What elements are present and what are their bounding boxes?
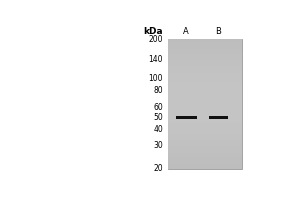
Bar [168,91,242,93]
Bar [168,51,242,52]
Bar [168,125,242,127]
Bar [168,69,242,70]
Bar [168,154,242,156]
Bar [168,135,242,136]
Bar [168,57,242,59]
Text: 80: 80 [153,86,163,95]
Bar [168,52,242,54]
Text: 100: 100 [148,74,163,83]
Bar [168,88,242,90]
Text: 40: 40 [153,125,163,134]
Bar [168,43,242,44]
Bar [168,109,242,111]
Bar [176,116,197,119]
Bar [168,127,242,128]
Text: A: A [183,27,189,36]
Bar [168,90,242,91]
Bar [168,75,242,77]
Bar [168,141,242,143]
Bar [168,106,242,107]
Bar [168,157,242,159]
Bar [168,47,242,49]
Bar [168,59,242,60]
Bar [168,132,242,133]
Bar [168,111,242,112]
Bar [168,149,242,151]
Bar [168,156,242,157]
Bar [168,83,242,85]
Bar [168,162,242,164]
Bar [168,70,242,72]
Text: 30: 30 [153,141,163,150]
Bar [168,49,242,51]
Text: B: B [215,27,221,36]
Bar [168,112,242,114]
Bar [168,115,242,117]
Bar [168,77,242,78]
Bar [168,80,242,81]
Bar [168,67,242,69]
Bar [168,102,242,104]
Bar [168,39,242,41]
Bar [168,94,242,96]
Bar [168,85,242,86]
Text: 140: 140 [148,55,163,64]
Bar [168,44,242,46]
Bar [209,116,228,119]
Bar [168,122,242,123]
Bar [168,78,242,80]
Text: 20: 20 [153,164,163,173]
Bar [168,56,242,57]
Bar [168,153,242,154]
Bar [168,138,242,140]
Bar [168,119,242,120]
Bar [168,93,242,94]
Bar [168,39,242,169]
Bar [168,104,242,106]
Bar [168,41,242,43]
Bar [168,123,242,125]
Bar [168,166,242,167]
Bar [168,86,242,88]
Text: 60: 60 [153,103,163,112]
Bar [168,146,242,148]
Bar [168,114,242,115]
Bar [168,107,242,109]
Bar [168,98,242,99]
Bar [168,143,242,145]
Text: 200: 200 [148,35,163,44]
Bar [168,73,242,75]
Bar [168,64,242,65]
Bar [168,140,242,141]
Bar [168,130,242,132]
Bar [168,81,242,83]
Bar [168,99,242,101]
Bar [168,62,242,64]
Bar [168,60,242,62]
Bar [168,72,242,73]
Bar [168,164,242,166]
Bar [168,151,242,153]
Bar [168,161,242,162]
Bar [168,133,242,135]
Text: 50: 50 [153,113,163,122]
Bar [168,117,242,119]
Bar [168,46,242,47]
Bar [168,101,242,102]
Bar [168,120,242,122]
Bar [168,128,242,130]
Bar [168,136,242,138]
Bar [168,145,242,146]
Bar [168,65,242,67]
Bar [168,96,242,98]
Text: kDa: kDa [143,27,163,36]
Bar [168,148,242,149]
Bar [168,159,242,161]
Bar [168,167,242,169]
Bar [168,54,242,56]
